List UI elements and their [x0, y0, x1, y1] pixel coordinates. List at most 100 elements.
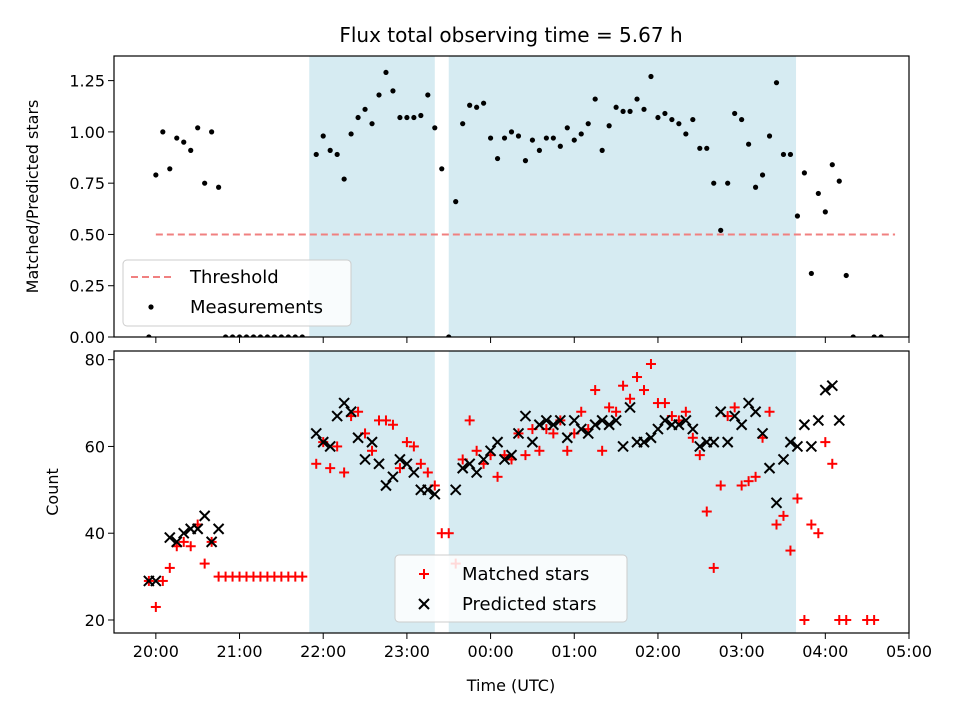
measurement-point	[836, 178, 842, 184]
measurement-point	[146, 334, 152, 337]
measurement-point	[850, 334, 856, 337]
predicted-point	[547, 419, 560, 431]
predicted-point	[338, 397, 350, 409]
predicted-point	[150, 575, 162, 587]
x-tick-label: 01:00	[551, 642, 597, 661]
measurement-point	[453, 199, 459, 205]
predicted-point	[582, 427, 594, 440]
legend-matched-label: Matched stars	[462, 564, 589, 585]
measurement-point	[669, 116, 675, 123]
measurement-point	[746, 141, 752, 147]
x-tick-label: 22:00	[300, 642, 346, 661]
predicted-point	[680, 414, 692, 427]
measurement-point	[780, 151, 787, 158]
measurement-point	[299, 334, 305, 337]
measurement-point	[167, 166, 173, 172]
legend: Threshold Measurements	[122, 259, 352, 327]
predicted-point	[770, 497, 783, 509]
predicted-point	[561, 432, 573, 444]
predicted-point	[171, 536, 183, 548]
predicted-point	[317, 436, 329, 448]
matched-point	[680, 406, 691, 417]
measurement-point	[153, 172, 159, 178]
matched-point	[339, 467, 350, 478]
predicted-point	[178, 527, 190, 539]
matched-point	[464, 415, 475, 426]
measurement-point	[529, 137, 536, 143]
predicted-point	[477, 453, 490, 466]
predicted-point	[791, 440, 804, 453]
measurement-point	[439, 166, 445, 172]
measurement-point	[348, 131, 354, 137]
predicted-point	[694, 440, 706, 453]
x-tick-label: 00:00	[468, 642, 514, 661]
measurement-point	[285, 334, 291, 337]
matched-point	[164, 562, 175, 573]
measurement-point	[390, 88, 396, 94]
matched-point	[708, 562, 719, 573]
counts-panel: 20:00 21:00 22:00 23:00 00:00 01:00 02:00 03:00…	[43, 350, 932, 661]
predicted-point	[191, 523, 204, 535]
x-tick-label: 03:00	[719, 642, 765, 661]
x-tick-label: 21:00	[216, 642, 262, 661]
predicted-point	[205, 536, 218, 548]
predicted-point	[366, 436, 378, 448]
legend-measurements-swatch	[148, 304, 154, 310]
measurement-point	[808, 270, 814, 277]
measurement-point	[543, 135, 549, 141]
matched-point	[611, 406, 622, 417]
measurement-point	[334, 151, 340, 158]
measurement-point	[606, 123, 612, 129]
measurement-point	[725, 180, 731, 186]
measurement-point	[250, 334, 257, 337]
measurement-point	[474, 104, 480, 110]
measurement-point	[195, 125, 201, 131]
measurement-point	[501, 135, 508, 141]
matched-point	[659, 398, 670, 409]
measurement-point	[313, 151, 319, 158]
y-tick-label: 0.75	[69, 174, 105, 193]
predicted-point	[833, 414, 845, 427]
measurement-point	[222, 334, 229, 337]
measurement-point	[613, 104, 619, 110]
predicted-point	[491, 436, 504, 448]
x-tick-label: 04:00	[802, 642, 848, 661]
measurement-point	[383, 69, 389, 76]
measurement-point	[508, 129, 515, 135]
matched-point	[799, 614, 810, 625]
matched-point	[150, 601, 161, 612]
predicted-point	[463, 458, 476, 470]
x-tick-label: 23:00	[384, 642, 430, 661]
predicted-point	[450, 484, 462, 496]
predicted-point	[540, 414, 553, 427]
y-axis-label: Count	[43, 468, 62, 516]
measurement-point	[578, 131, 584, 137]
predicted-point	[554, 414, 567, 427]
measurement-point	[822, 209, 828, 215]
x-tick-label: 05:00	[886, 642, 932, 661]
predicted-point	[401, 458, 413, 470]
measurement-point	[599, 147, 605, 153]
measurement-point	[515, 133, 522, 139]
matched-point	[380, 415, 391, 426]
measurement-point	[683, 131, 689, 137]
predicted-point	[352, 432, 364, 444]
matched-point	[750, 471, 761, 482]
matched-point	[325, 463, 336, 474]
measurement-point	[634, 96, 640, 102]
measurement-point	[592, 96, 598, 102]
measurement-point	[278, 334, 284, 337]
measurement-point	[341, 176, 347, 182]
predicted-point	[805, 440, 818, 453]
measurement-point	[209, 129, 215, 135]
matched-point	[367, 445, 378, 456]
matched-point	[827, 458, 838, 469]
measurement-point	[376, 92, 382, 98]
predicted-point	[422, 484, 434, 496]
measurement-point	[467, 102, 473, 108]
measurement-point	[264, 334, 271, 337]
measurement-point	[718, 227, 724, 233]
matched-point	[687, 432, 698, 443]
measurement-point	[369, 121, 375, 127]
measurement-point	[460, 121, 466, 127]
